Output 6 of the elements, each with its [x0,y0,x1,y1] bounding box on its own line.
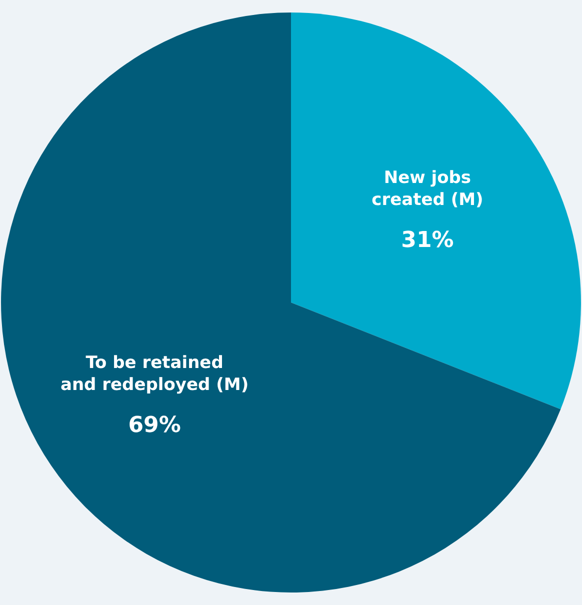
data-label: 31% [401,228,454,253]
data-label: 69% [128,413,181,438]
slice-label: New jobs created (M) [372,168,484,210]
pie-slice [291,12,581,410]
pie-slice [1,12,561,592]
slice-label: To be retained and redeployed (M) [60,353,249,396]
